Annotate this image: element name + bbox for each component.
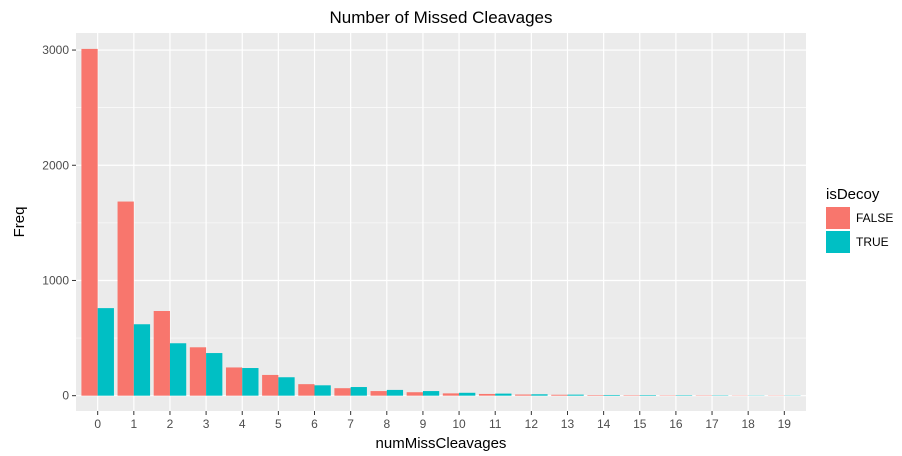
bar-false-0 — [81, 48, 98, 396]
x-tick-label: 15 — [633, 417, 647, 431]
bar-true-15 — [639, 395, 657, 396]
x-tick-label: 8 — [383, 417, 390, 431]
legend: isDecoy FALSE TRUE — [826, 186, 893, 253]
x-axis-title: numMissCleavages — [376, 435, 507, 452]
bar-true-1 — [133, 324, 151, 396]
bar-false-10 — [442, 393, 460, 396]
x-tick-label: 2 — [167, 417, 174, 431]
bar-true-13 — [567, 394, 584, 396]
bar-false-1 — [117, 201, 134, 396]
bar-true-5 — [278, 377, 295, 396]
bars — [81, 48, 801, 396]
x-tick-label: 1 — [130, 417, 137, 431]
bar-false-12 — [515, 394, 532, 396]
bar-false-5 — [262, 374, 279, 396]
x-tick-label: 12 — [525, 417, 539, 431]
bar-false-11 — [478, 393, 496, 396]
bar-false-9 — [406, 392, 423, 396]
legend-label-false: FALSE — [856, 211, 893, 225]
bar-true-3 — [206, 353, 223, 396]
x-tick-label: 7 — [347, 417, 354, 431]
x-tick-label: 14 — [597, 417, 611, 431]
bar-true-8 — [386, 389, 404, 396]
bar-false-13 — [551, 394, 568, 396]
bar-true-2 — [169, 343, 187, 396]
bar-false-7 — [334, 388, 351, 396]
bar-false-3 — [189, 347, 207, 396]
y-tick-label: 0 — [62, 389, 69, 403]
x-tick-label: 19 — [778, 417, 792, 431]
bar-false-6 — [298, 384, 315, 396]
bar-true-9 — [422, 391, 440, 396]
bar-false-4 — [225, 367, 243, 396]
x-tick-label: 17 — [705, 417, 719, 431]
x-tick-label: 3 — [203, 417, 210, 431]
x-tick-label: 5 — [275, 417, 282, 431]
y-tick-label: 2000 — [42, 158, 69, 172]
x-tick-label: 11 — [489, 417, 502, 431]
legend-key-true — [826, 231, 850, 253]
bar-false-8 — [370, 391, 387, 396]
bar-true-11 — [495, 393, 512, 396]
x-tick-label: 10 — [452, 417, 466, 431]
legend-key-false — [826, 207, 850, 229]
bar-true-4 — [242, 368, 259, 396]
bar-true-6 — [314, 385, 331, 396]
x-tick-label: 4 — [239, 417, 246, 431]
bar-true-10 — [459, 392, 476, 396]
x-tick-label: 6 — [311, 417, 318, 431]
chart-title: Number of Missed Cleavages — [330, 8, 553, 27]
legend-label-true: TRUE — [856, 235, 889, 249]
bar-true-14 — [603, 394, 620, 396]
y-tick-label: 1000 — [42, 273, 69, 287]
bar-true-7 — [350, 387, 367, 396]
y-axis-title: Freq — [11, 207, 28, 238]
x-tick-label: 9 — [420, 417, 427, 431]
y-axis: 0 1000 2000 3000 — [42, 43, 76, 403]
x-tick-label: 18 — [741, 417, 755, 431]
x-axis: 0 1 2 3 4 5 6 7 8 9 10 11 12 13 14 15 16 17 18 19 — [94, 411, 791, 431]
bar-false-14 — [587, 395, 604, 396]
x-tick-label: 16 — [669, 417, 683, 431]
legend-title: isDecoy — [826, 186, 880, 203]
x-tick-label: 0 — [94, 417, 101, 431]
bar-true-12 — [531, 394, 548, 396]
bar-true-0 — [97, 308, 114, 396]
y-tick-label: 3000 — [42, 43, 69, 57]
bar-false-2 — [153, 310, 170, 396]
x-tick-label: 13 — [561, 417, 575, 431]
